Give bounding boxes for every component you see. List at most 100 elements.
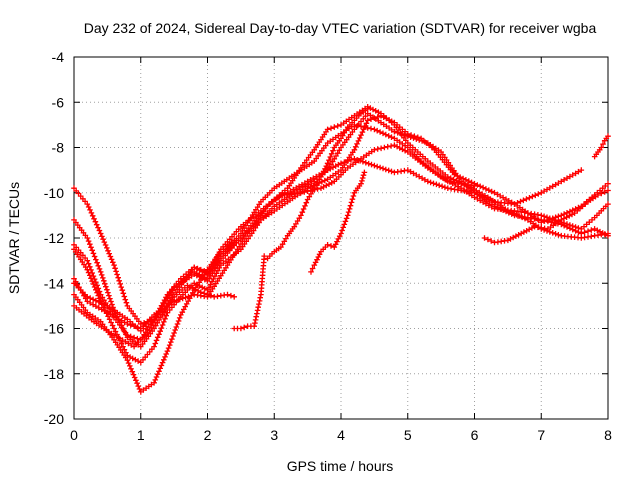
data-point — [300, 192, 302, 194]
data-point — [313, 149, 316, 151]
data-point — [300, 167, 302, 169]
data-point — [273, 210, 276, 212]
data-point — [460, 187, 462, 189]
data-point — [603, 139, 606, 142]
data-point — [453, 173, 456, 176]
data-point — [346, 214, 349, 217]
data-point — [286, 201, 289, 203]
data-point — [93, 320, 95, 323]
data-point — [73, 187, 75, 189]
data-point — [86, 311, 89, 314]
data-point — [140, 323, 142, 325]
data-point — [366, 112, 369, 115]
data-point — [220, 250, 222, 253]
data-point — [106, 311, 109, 314]
data-point — [73, 277, 75, 280]
data-point — [140, 327, 142, 330]
data-point — [146, 332, 149, 334]
data-point — [580, 228, 583, 230]
data-point — [507, 239, 509, 242]
data-point — [580, 237, 583, 239]
data-point — [106, 305, 109, 307]
data-point — [166, 350, 169, 352]
data-point — [433, 149, 436, 151]
data-point — [133, 345, 135, 348]
y-tick-label: -4 — [52, 49, 65, 65]
data-point — [140, 361, 142, 364]
data-point — [240, 225, 242, 228]
data-point — [206, 268, 209, 271]
data-point — [240, 232, 242, 235]
data-point — [340, 137, 342, 140]
data-point — [233, 327, 235, 330]
data-point — [473, 185, 476, 187]
data-point — [340, 162, 342, 165]
data-point — [353, 115, 356, 117]
data-point — [346, 167, 349, 169]
series-track-12 — [591, 133, 611, 160]
data-point — [73, 244, 75, 246]
data-point — [233, 296, 235, 298]
data-point — [407, 169, 409, 171]
data-point — [293, 225, 296, 228]
data-point — [333, 180, 336, 183]
data-point — [326, 142, 329, 144]
x-tick-label: 4 — [337, 427, 345, 443]
data-point — [607, 182, 609, 185]
data-point — [493, 192, 496, 194]
data-point — [380, 115, 382, 117]
data-point — [333, 146, 336, 149]
data-point — [166, 293, 169, 296]
data-point — [99, 271, 102, 273]
data-point — [373, 128, 376, 131]
y-tick-label: -16 — [44, 321, 64, 337]
data-point — [513, 203, 516, 205]
data-point — [126, 318, 129, 321]
data-point — [126, 323, 129, 325]
data-point — [600, 146, 603, 149]
data-series — [71, 104, 611, 395]
data-point — [73, 248, 75, 251]
data-point — [493, 241, 496, 244]
data-point — [607, 135, 609, 137]
data-point — [180, 314, 182, 316]
y-axis-label: SDTVAR / TECUs — [6, 182, 22, 294]
data-point — [573, 212, 576, 214]
data-point — [320, 176, 322, 178]
data-point — [593, 228, 596, 230]
data-point — [380, 121, 382, 124]
data-point — [607, 189, 609, 192]
data-point — [273, 250, 276, 253]
data-point — [113, 334, 115, 337]
data-point — [286, 234, 289, 237]
data-point — [260, 201, 262, 203]
data-point — [407, 151, 409, 153]
data-point — [440, 151, 442, 153]
data-point — [447, 176, 449, 178]
data-point — [206, 289, 209, 291]
data-point — [86, 259, 89, 262]
data-point — [280, 194, 282, 196]
data-point — [173, 296, 175, 298]
data-point — [407, 133, 409, 135]
data-point — [113, 327, 115, 330]
y-tick-labels: -20 -18 -16 -14 -12 -10 -8 -6 -4 — [44, 49, 64, 427]
data-point — [253, 325, 255, 328]
data-point — [447, 187, 449, 189]
data-point — [393, 144, 396, 146]
data-point — [86, 268, 89, 271]
data-point — [407, 146, 409, 149]
data-point — [360, 158, 362, 160]
series-track-10 — [308, 169, 368, 275]
data-point — [320, 250, 322, 253]
data-point — [363, 171, 366, 174]
series-track-5 — [71, 113, 611, 366]
data-point — [346, 126, 349, 128]
data-point — [313, 187, 316, 189]
data-point — [113, 264, 115, 266]
data-point — [240, 327, 242, 330]
data-point — [507, 210, 509, 212]
y-tick-label: -10 — [44, 185, 64, 201]
data-point — [240, 248, 242, 251]
data-point — [193, 273, 195, 276]
